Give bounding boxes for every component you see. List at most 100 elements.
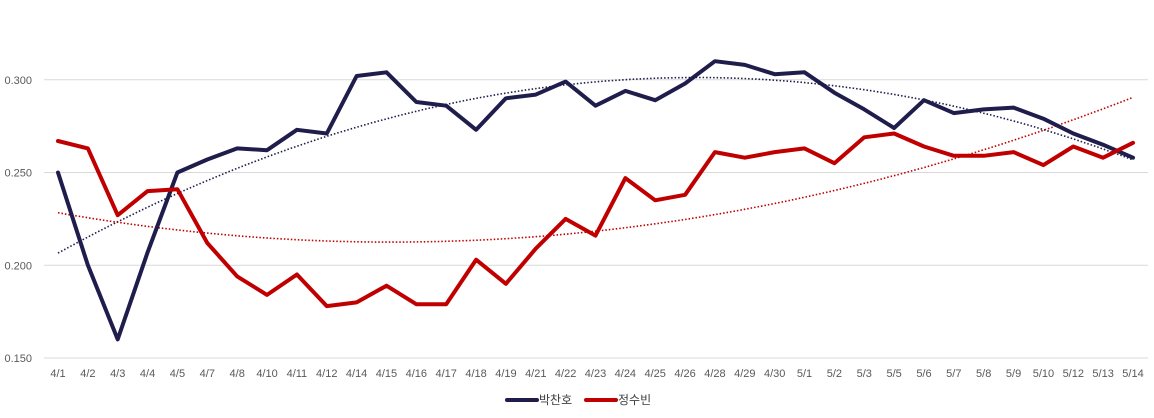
y-axis-ticks: 0.150 0.200 0.250 0.300 <box>4 75 32 365</box>
trendline-series-1 <box>57 76 1134 254</box>
x-tick-label: 4/24 <box>615 368 636 380</box>
data-point-series-2 <box>325 304 329 308</box>
trendline-series-2 <box>57 96 1134 243</box>
x-tick-label: 4/26 <box>674 368 695 380</box>
legend-label-series-2: 정수빈 <box>618 393 651 407</box>
data-point-series-2 <box>594 234 598 238</box>
x-tick-label: 4/25 <box>645 368 666 380</box>
data-point-series-1 <box>116 337 120 341</box>
x-tick-label: 4/2 <box>80 368 95 380</box>
x-tick-label: 5/6 <box>916 368 931 380</box>
data-point-series-1 <box>1131 156 1135 160</box>
legend: 박찬호 정수빈 <box>505 392 651 407</box>
x-tick-label: 4/7 <box>200 368 215 380</box>
data-point-series-1 <box>504 96 508 100</box>
data-point-series-2 <box>56 139 60 143</box>
data-point-series-2 <box>1071 145 1075 149</box>
x-tick-label: 4/18 <box>465 368 486 380</box>
x-tick-label: 5/13 <box>1092 368 1113 380</box>
data-point-series-1 <box>892 126 896 130</box>
data-point-series-1 <box>385 70 389 74</box>
data-point-series-1 <box>564 80 568 84</box>
data-point-series-2 <box>534 247 538 251</box>
data-point-series-2 <box>504 282 508 286</box>
x-tick-label: 4/1 <box>50 368 65 380</box>
data-point-series-1 <box>355 74 359 78</box>
x-tick-label: 4/19 <box>495 368 516 380</box>
data-point-series-2 <box>892 132 896 136</box>
x-tick-label: 5/2 <box>827 368 842 380</box>
data-point-series-2 <box>205 241 209 245</box>
data-point-series-2 <box>922 145 926 149</box>
x-tick-label: 4/17 <box>435 368 456 380</box>
x-tick-label: 4/10 <box>256 368 277 380</box>
data-point-series-2 <box>773 150 777 154</box>
x-tick-label: 4/16 <box>406 368 427 380</box>
data-point-series-1 <box>773 72 777 76</box>
data-point-series-2 <box>146 189 150 193</box>
x-tick-label: 4/28 <box>704 368 725 380</box>
data-point-series-2 <box>1012 150 1016 154</box>
data-point-series-1 <box>683 82 687 86</box>
x-tick-label: 5/14 <box>1122 368 1143 380</box>
data-point-series-2 <box>564 217 568 221</box>
data-point-series-2 <box>444 302 448 306</box>
data-point-series-1 <box>86 263 90 267</box>
data-point-series-1 <box>444 104 448 108</box>
x-tick-label: 4/12 <box>316 368 337 380</box>
x-tick-label: 5/3 <box>857 368 872 380</box>
x-tick-label: 4/5 <box>170 368 185 380</box>
x-tick-label: 5/8 <box>976 368 991 380</box>
legend-label-series-1: 박찬호 <box>539 392 572 407</box>
data-point-series-2 <box>175 187 179 191</box>
x-tick-label: 4/8 <box>230 368 245 380</box>
series-line-1 <box>56 59 1135 342</box>
series-lines <box>56 59 1135 342</box>
data-point-series-2 <box>1101 156 1105 160</box>
x-tick-label: 4/4 <box>140 368 155 380</box>
data-point-series-1 <box>56 171 60 175</box>
x-tick-label: 4/15 <box>376 368 397 380</box>
data-point-series-1 <box>414 100 418 104</box>
data-point-series-2 <box>86 146 90 150</box>
data-point-series-2 <box>743 156 747 160</box>
x-tick-label: 5/10 <box>1033 368 1054 380</box>
data-point-series-2 <box>474 258 478 262</box>
data-point-series-2 <box>355 300 359 304</box>
data-point-series-2 <box>295 273 299 277</box>
data-point-series-1 <box>175 171 179 175</box>
series-line-2 <box>56 131 1135 309</box>
data-point-series-2 <box>683 193 687 197</box>
data-point-series-1 <box>1101 143 1105 147</box>
data-point-series-1 <box>803 70 807 74</box>
data-point-series-1 <box>832 91 836 95</box>
data-point-series-2 <box>952 154 956 158</box>
x-axis-ticks: 4/1 4/2 4/3 4/4 4/5 4/7 4/8 4/10 4/11 4/12 4/14 4/1… <box>50 368 1143 380</box>
data-point-series-2 <box>713 150 717 154</box>
data-point-series-1 <box>235 146 239 150</box>
x-tick-label: 4/14 <box>346 368 367 380</box>
data-point-series-1 <box>295 128 299 132</box>
x-tick-label: 4/22 <box>555 368 576 380</box>
data-point-series-1 <box>1041 117 1045 121</box>
data-point-series-1 <box>1071 132 1075 136</box>
data-point-series-1 <box>713 59 717 63</box>
data-point-series-1 <box>474 128 478 132</box>
trendlines <box>57 76 1134 254</box>
data-point-series-1 <box>1012 106 1016 110</box>
x-tick-label: 5/9 <box>1006 368 1021 380</box>
y-tick-label: 0.300 <box>4 75 32 87</box>
data-point-series-1 <box>146 250 150 254</box>
data-point-series-1 <box>623 89 627 93</box>
data-point-series-2 <box>803 146 807 150</box>
x-tick-label: 4/29 <box>734 368 755 380</box>
data-point-series-1 <box>862 107 866 111</box>
data-point-series-2 <box>1131 141 1135 145</box>
data-point-series-1 <box>743 63 747 67</box>
x-tick-label: 5/1 <box>797 368 812 380</box>
data-point-series-2 <box>414 302 418 306</box>
y-tick-label: 0.200 <box>4 260 32 272</box>
data-point-series-2 <box>653 198 657 202</box>
data-point-series-2 <box>832 161 836 165</box>
data-point-series-1 <box>982 107 986 111</box>
